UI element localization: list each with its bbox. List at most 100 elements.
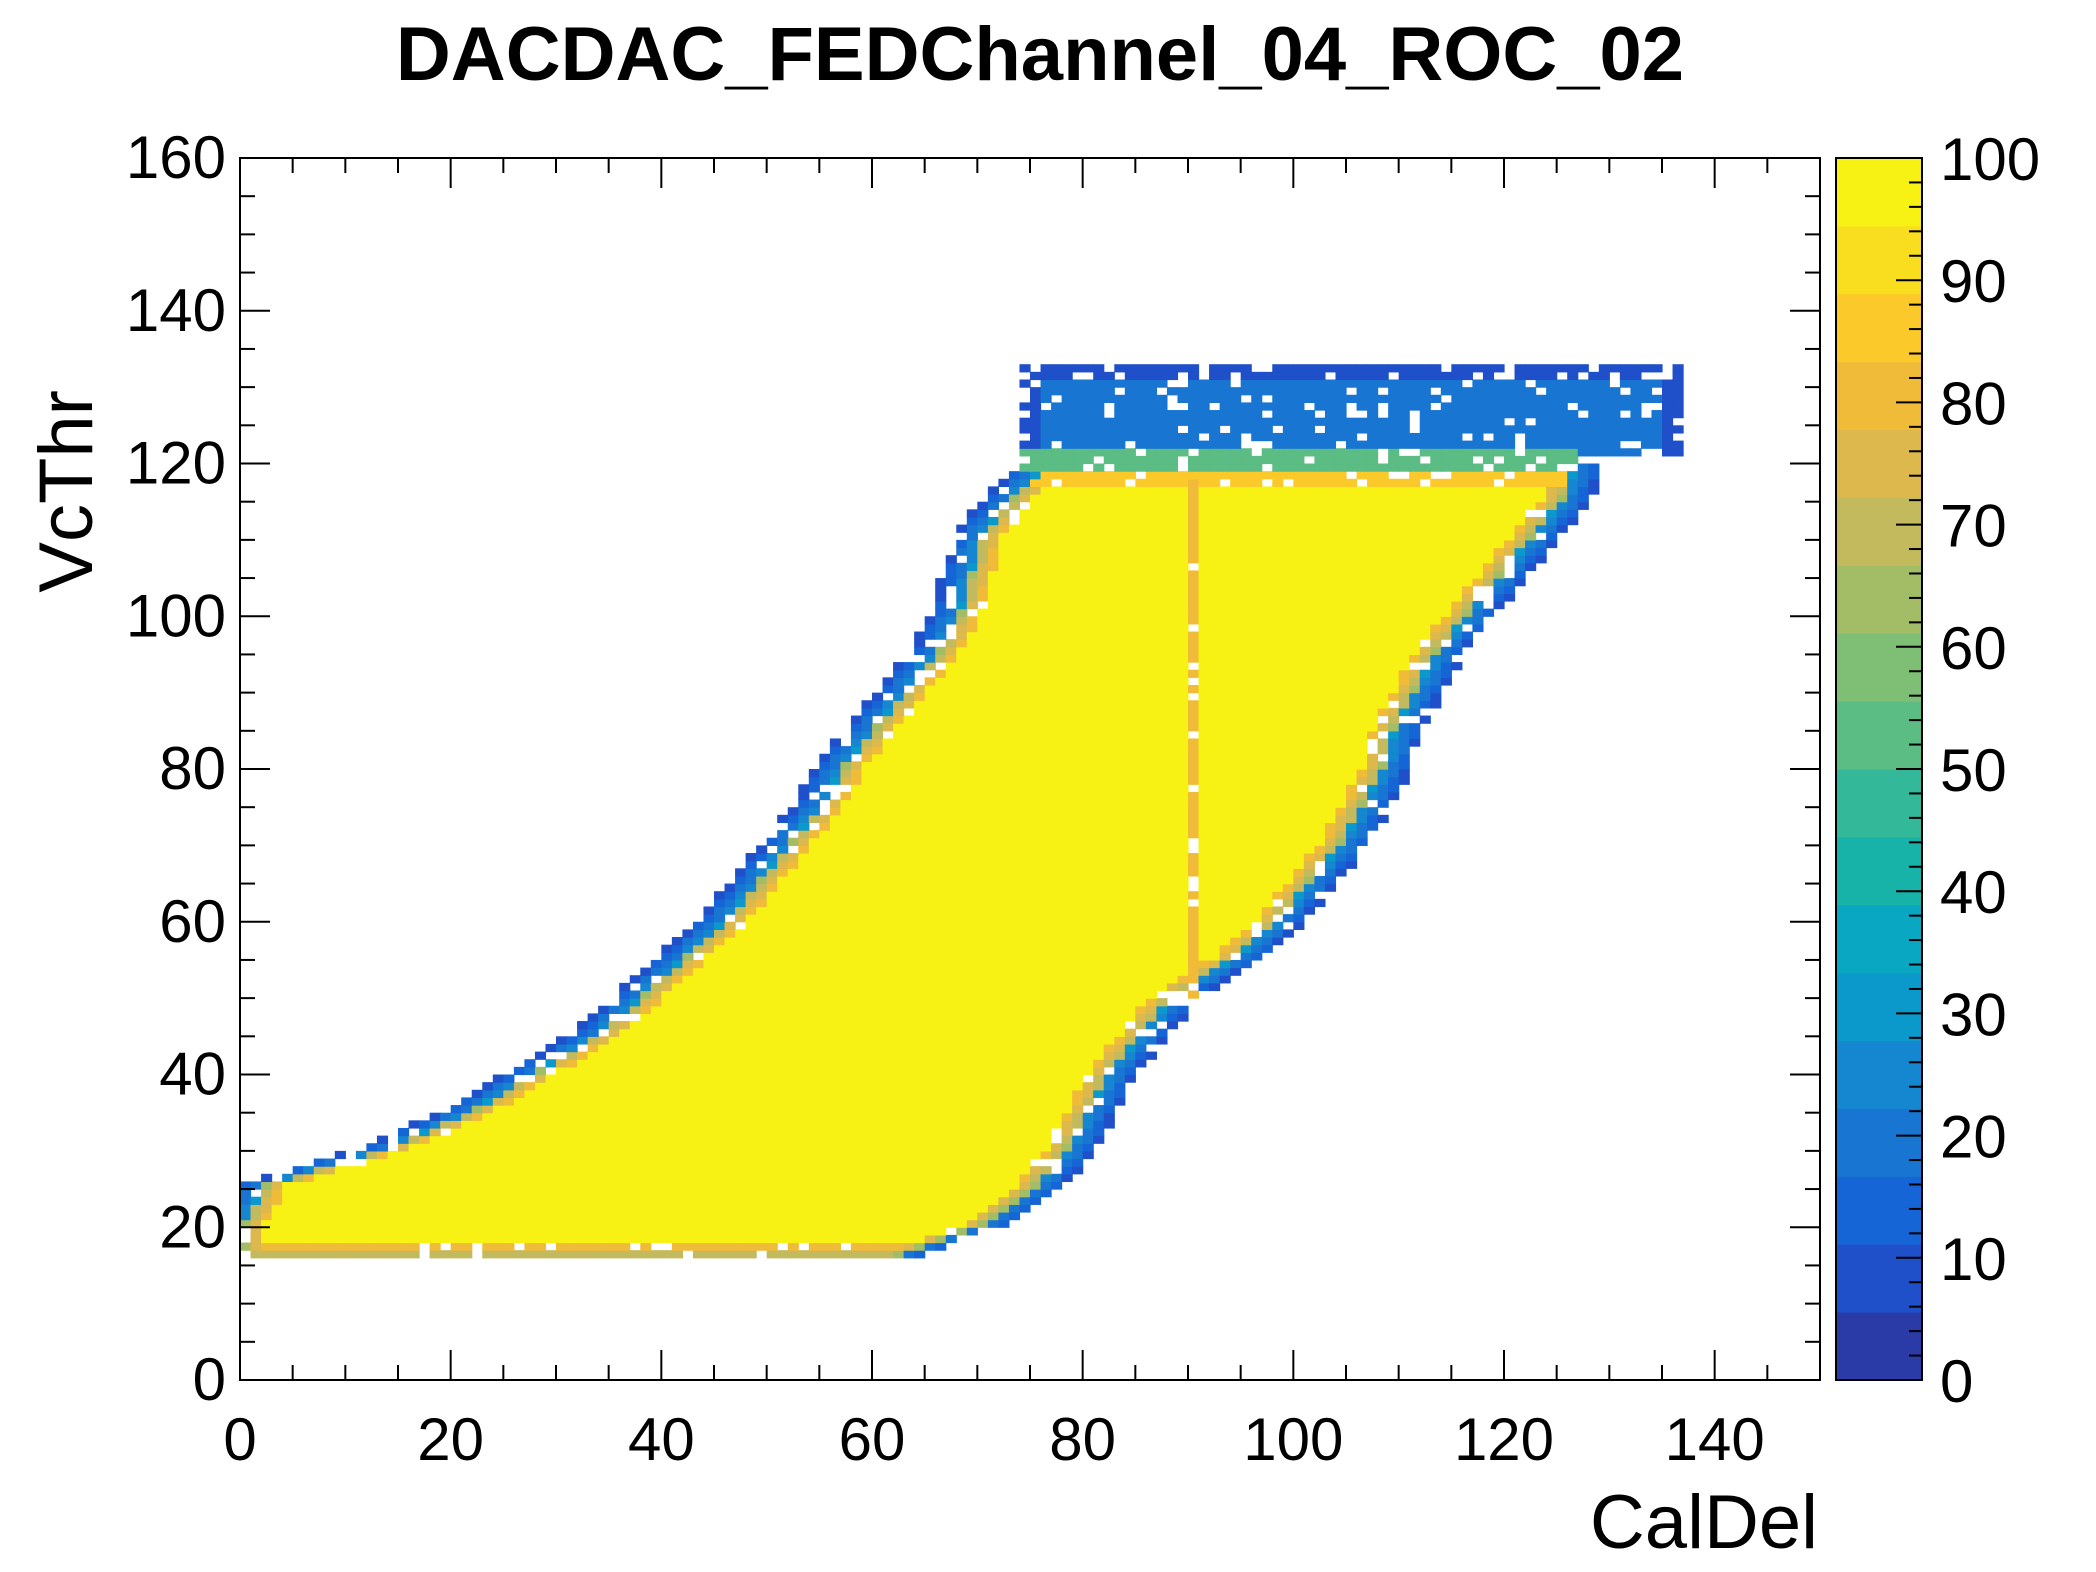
heatmap-cell — [1346, 853, 1358, 862]
heatmap-cell — [1156, 853, 1168, 862]
heatmap-cell — [440, 1143, 452, 1152]
heatmap-cell — [1303, 646, 1315, 656]
heatmap-cell — [587, 1227, 599, 1236]
heatmap-cell — [966, 967, 978, 976]
heatmap-cell — [608, 1005, 620, 1014]
heatmap-cell — [1124, 1013, 1136, 1022]
heatmap-cell — [1082, 753, 1094, 762]
heatmap-cell — [1072, 845, 1084, 854]
heatmap-cell — [945, 1181, 957, 1190]
heatmap-cell — [1335, 684, 1347, 694]
heatmap-cell — [1114, 1043, 1126, 1053]
heatmap-cell — [840, 1059, 852, 1068]
heatmap-cell — [556, 1127, 568, 1137]
heatmap-cell — [1230, 860, 1242, 869]
heatmap-cell — [387, 1227, 399, 1236]
heatmap-cell — [850, 952, 863, 961]
heatmap-cell — [829, 746, 841, 755]
heatmap-cell — [893, 1227, 905, 1236]
heatmap-cell — [650, 1166, 662, 1175]
heatmap-cell — [756, 1066, 768, 1076]
heatmap-cell — [1261, 822, 1273, 831]
heatmap-cell — [924, 1173, 936, 1183]
heatmap-cell — [1166, 952, 1179, 961]
heatmap-cell — [598, 1089, 610, 1099]
heatmap-cell — [924, 1089, 936, 1099]
heatmap-cell — [1219, 723, 1231, 732]
heatmap-cell — [808, 891, 820, 900]
heatmap-cell — [714, 1074, 726, 1083]
heatmap-cell — [1219, 914, 1231, 923]
heatmap-cell — [1124, 883, 1136, 892]
heatmap-cell — [629, 1166, 641, 1175]
heatmap-cell — [1093, 952, 1105, 961]
heatmap-cell — [1261, 791, 1273, 801]
heatmap-cell — [387, 1196, 399, 1205]
heatmap-cell — [1093, 990, 1105, 999]
heatmap-cell — [924, 814, 936, 824]
heatmap-cell — [661, 959, 673, 969]
heatmap-cell — [1072, 891, 1084, 900]
heatmap-cell — [882, 998, 894, 1007]
heatmap-cell — [903, 730, 915, 740]
heatmap-cell — [1209, 921, 1221, 930]
heatmap-cell — [513, 1066, 525, 1076]
heatmap-cell — [619, 1150, 631, 1160]
heatmap-cell — [1156, 883, 1168, 892]
heatmap-cell — [1461, 639, 1473, 648]
heatmap-cell — [861, 1143, 873, 1152]
heatmap-cell — [1240, 944, 1252, 953]
heatmap-cell — [756, 1181, 768, 1190]
heatmap-cell — [671, 1211, 683, 1221]
heatmap-cell — [566, 1074, 578, 1083]
heatmap-cell — [1030, 1028, 1042, 1037]
heatmap-cell — [1230, 845, 1242, 854]
heatmap-cell — [324, 1173, 336, 1183]
heatmap-cell — [766, 967, 778, 976]
heatmap-cell — [1072, 1097, 1084, 1106]
heatmap-cell — [935, 959, 947, 969]
heatmap-cell — [334, 1196, 346, 1205]
heatmap-cell — [524, 1181, 536, 1190]
heatmap-cell — [1335, 791, 1347, 801]
heatmap-cell — [777, 837, 789, 846]
heatmap-cell — [1272, 669, 1284, 678]
heatmap-cell — [1314, 814, 1326, 824]
heatmap-cell — [1219, 608, 1231, 617]
heatmap-cell — [1051, 684, 1063, 694]
heatmap-cell — [619, 1112, 631, 1121]
heatmap-cell — [977, 830, 989, 839]
heatmap-cell — [482, 1219, 494, 1228]
heatmap-cell — [914, 1181, 926, 1190]
heatmap-cell — [777, 975, 789, 984]
heatmap-cell — [419, 1143, 431, 1152]
heatmap-cell — [882, 769, 894, 778]
heatmap-cell — [956, 692, 968, 701]
heatmap-cell — [1156, 684, 1168, 694]
heatmap-cell — [650, 1043, 662, 1053]
heatmap-cell — [966, 1028, 978, 1037]
heatmap-cell — [440, 1219, 452, 1228]
heatmap-cell — [882, 982, 894, 992]
heatmap-cell — [935, 799, 947, 808]
heatmap-cell — [1419, 669, 1431, 678]
heatmap-cell — [1019, 807, 1031, 816]
heatmap-cell — [1114, 845, 1126, 854]
heatmap-cell — [756, 990, 768, 999]
heatmap-cell — [703, 1036, 715, 1045]
heatmap-cell — [945, 898, 957, 908]
heatmap-cell — [1166, 639, 1179, 648]
heatmap-cell — [1124, 761, 1136, 770]
heatmap-cell — [650, 959, 662, 969]
heatmap-cell — [956, 929, 968, 938]
heatmap-cell — [1303, 677, 1315, 686]
heatmap-cell — [829, 952, 841, 961]
heatmap-cell — [1272, 791, 1284, 801]
heatmap-cell — [1251, 952, 1263, 961]
heatmap-cell — [966, 600, 978, 610]
heatmap-cell — [671, 1043, 683, 1053]
heatmap-cell — [577, 1127, 589, 1137]
heatmap-cell — [1240, 853, 1252, 862]
heatmap-cell — [850, 784, 863, 793]
heatmap-cell — [292, 1242, 304, 1251]
